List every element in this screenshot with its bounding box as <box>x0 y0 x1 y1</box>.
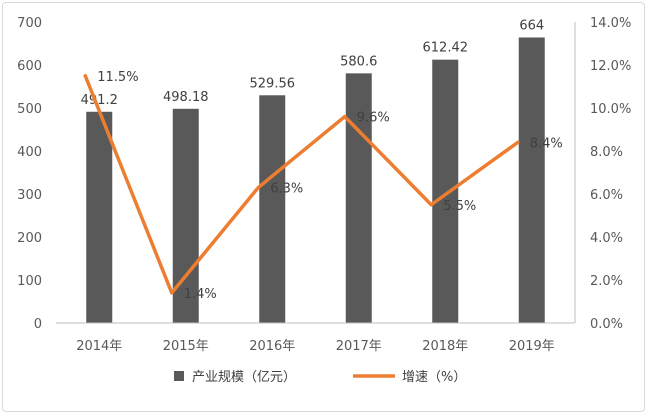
bar-value-label: 498.18 <box>163 90 209 105</box>
legend-line-label: 增速（%） <box>402 370 466 385</box>
y-left-tick-label: 500 <box>17 102 42 117</box>
y-left-tick-label: 0 <box>34 317 42 332</box>
x-tick-label: 2014年 <box>76 339 122 354</box>
right-axis: 0.0% 2.0% 4.0% 6.0% 8.0% 10.0% 12.0% 14.0% <box>574 16 631 332</box>
y-left-tick-label: 400 <box>17 145 42 160</box>
line-point <box>256 186 260 190</box>
line-series: 11.5% 1.4% 6.3% 9.6% 5.5% 8.4% <box>83 70 563 302</box>
left-axis: 0 100 200 300 400 500 600 700 <box>17 16 42 332</box>
bar <box>86 111 113 323</box>
bar-value-label: 664 <box>519 18 544 33</box>
x-tick-label: 2016年 <box>249 339 295 354</box>
legend-bar-swatch <box>174 371 184 381</box>
x-tick-label: 2015年 <box>163 339 209 354</box>
y-right-tick-label: 12.0% <box>590 59 631 74</box>
x-tick-label: 2019年 <box>509 339 555 354</box>
x-tick-label: 2017年 <box>336 339 382 354</box>
bar <box>259 95 286 323</box>
y-right-tick-label: 14.0% <box>590 16 631 31</box>
y-left-tick-label: 700 <box>17 16 42 31</box>
line-point <box>343 115 347 119</box>
legend: 产业规模（亿元） 增速（%） <box>174 370 466 385</box>
y-left-tick-label: 600 <box>17 59 42 74</box>
line-value-label: 5.5% <box>443 199 476 214</box>
bar-series: 491.2 498.18 529.56 580.6 612.42 664 <box>81 18 545 324</box>
line-value-label: 9.6% <box>357 111 390 126</box>
bar <box>518 37 545 323</box>
bar-value-label: 491.2 <box>81 93 118 108</box>
y-right-tick-label: 0.0% <box>590 317 623 332</box>
y-right-tick-label: 10.0% <box>590 102 631 117</box>
line-value-label: 6.3% <box>270 182 303 197</box>
bar-value-label: 580.6 <box>340 54 377 69</box>
line-point <box>516 140 520 144</box>
line-point <box>83 74 87 78</box>
x-axis: 2014年 2015年 2016年 2017年 2018年 2019年 <box>56 322 575 354</box>
line-value-label: 8.4% <box>530 136 563 151</box>
x-tick-label: 2018年 <box>422 339 468 354</box>
line-point <box>170 291 174 295</box>
legend-bar-label: 产业规模（亿元） <box>192 370 296 385</box>
growth-line <box>83 74 520 295</box>
line-point <box>429 203 433 207</box>
y-left-tick-label: 100 <box>17 274 42 289</box>
bar-value-label: 612.42 <box>423 41 469 56</box>
y-right-tick-label: 4.0% <box>590 231 623 246</box>
bar-value-label: 529.56 <box>250 76 296 91</box>
bar <box>345 73 372 323</box>
line-value-label: 1.4% <box>184 287 217 302</box>
y-right-tick-label: 6.0% <box>590 188 623 203</box>
line-value-label: 11.5% <box>97 70 138 85</box>
bar <box>432 59 459 324</box>
y-left-tick-label: 300 <box>17 188 42 203</box>
y-left-tick-label: 200 <box>17 231 42 246</box>
y-right-tick-label: 8.0% <box>590 145 623 160</box>
y-right-tick-label: 2.0% <box>590 274 623 289</box>
